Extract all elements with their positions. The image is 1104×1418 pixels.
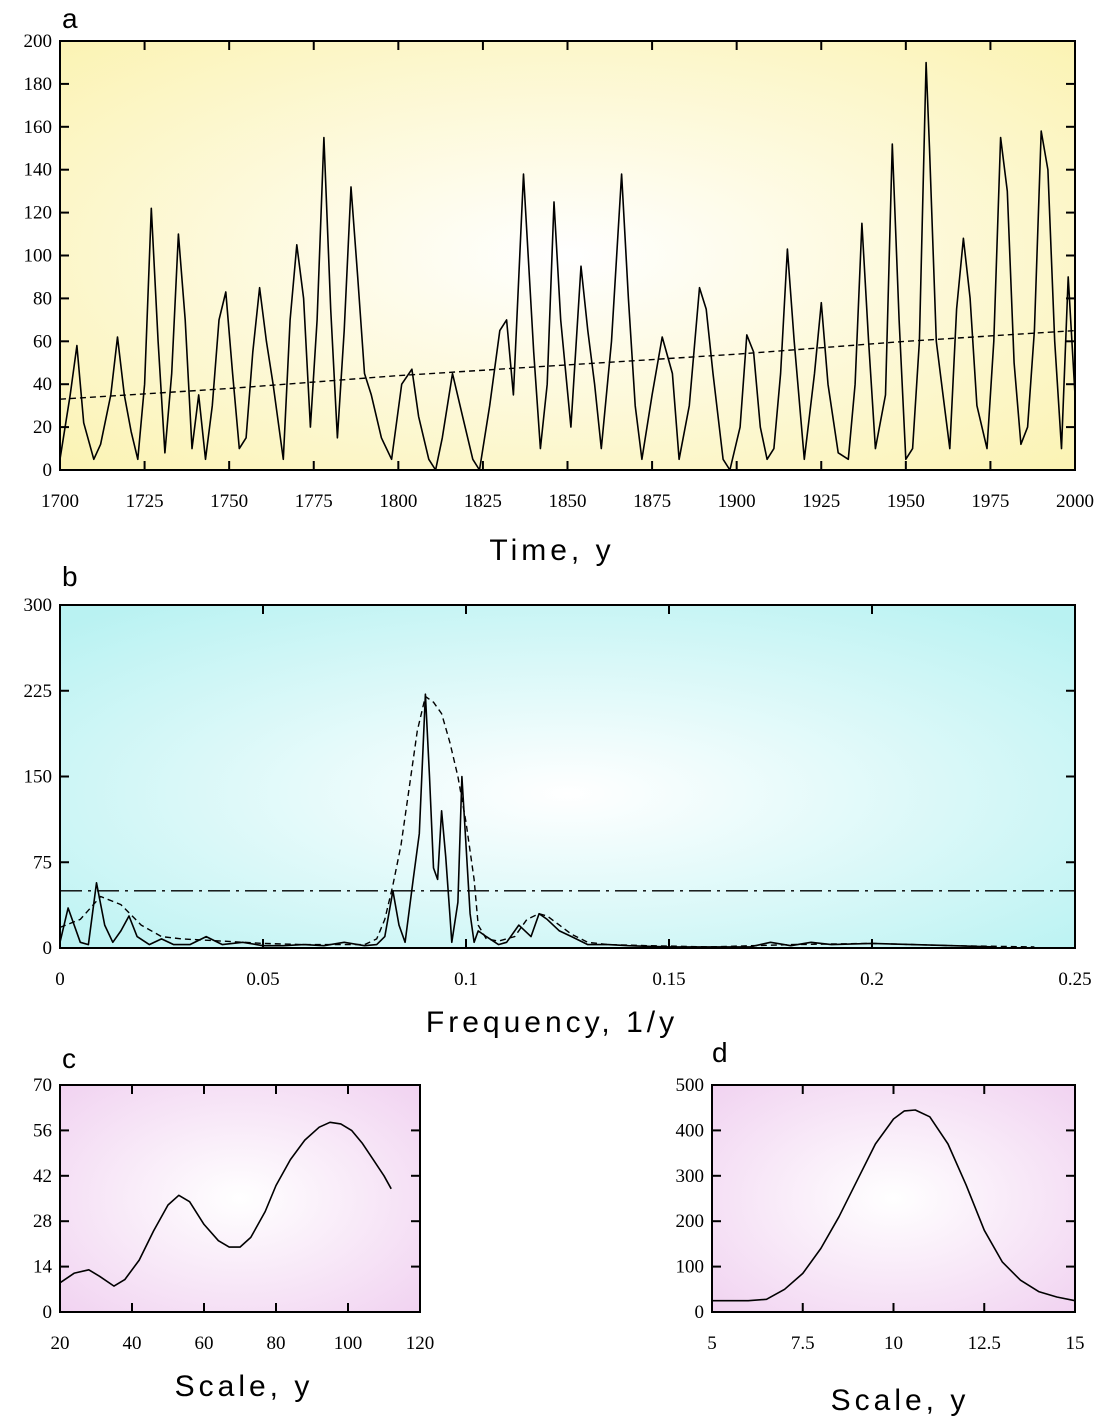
y-tick-label-a-9: 180 (24, 74, 53, 95)
x-tick-label-b-3: 0.15 (652, 969, 685, 990)
y-tick-label-b-0: 0 (43, 938, 53, 959)
y-tick-label-c-5: 70 (33, 1075, 52, 1096)
x-tick-label-b-0: 0 (55, 969, 65, 990)
y-tick-label-c-4: 56 (33, 1120, 52, 1141)
plot-area-b (60, 605, 1075, 948)
y-tick-label-d-2: 200 (676, 1211, 705, 1232)
panel-d: 0 100 200 300 400 500 5 7.5 10 12.5 15 Scale, y d (676, 1037, 1085, 1417)
plot-area-c (60, 1085, 420, 1312)
y-tick-label-b-1: 75 (33, 852, 52, 873)
x-tick-label-d-3: 12.5 (968, 1333, 1001, 1354)
series-line-a-0 (59, 61, 1076, 471)
x-axis-label-b: Frequency, 1/y (426, 1006, 678, 1039)
panel-letter-d: d (712, 1037, 728, 1068)
y-tick-label-a-3: 60 (33, 331, 52, 352)
x-tick-label-a-6: 1850 (549, 491, 587, 512)
x-tick-label-a-9: 1925 (802, 491, 840, 512)
y-tick-label-a-0: 0 (43, 460, 53, 481)
x-tick-label-d-0: 5 (707, 1333, 717, 1354)
x-tick-label-d-2: 10 (884, 1333, 903, 1354)
panel-a: 0 20 40 60 80 100 120 140 160 180 200 1700 1725 1750 1… (24, 3, 1095, 567)
x-tick-label-a-4: 1800 (379, 491, 417, 512)
x-tick-label-c-0: 20 (51, 1333, 70, 1354)
y-tick-label-a-5: 100 (24, 246, 53, 267)
x-tick-label-a-1: 1725 (126, 491, 164, 512)
x-tick-label-d-4: 15 (1066, 1333, 1085, 1354)
y-tick-label-b-2: 150 (24, 767, 53, 788)
x-tick-label-a-8: 1900 (718, 491, 756, 512)
y-tick-label-d-1: 100 (676, 1257, 705, 1278)
y-tick-label-d-3: 300 (676, 1166, 705, 1187)
y-tick-label-c-1: 14 (33, 1257, 53, 1278)
x-axis-label-c: Scale, y (175, 1370, 314, 1403)
y-tick-label-a-6: 120 (24, 203, 53, 224)
y-tick-label-d-4: 400 (676, 1120, 705, 1141)
x-tick-label-a-11: 1975 (971, 491, 1009, 512)
x-tick-label-c-4: 100 (334, 1333, 363, 1354)
panel-letter-b: b (62, 561, 78, 592)
y-tick-label-a-4: 80 (33, 288, 52, 309)
panel-c: 0 14 28 42 56 70 20 40 60 80 100 120 Scale, y c (33, 1043, 434, 1403)
x-tick-label-b-2: 0.1 (454, 969, 478, 990)
series-line-d-0 (712, 1109, 1076, 1302)
panel-b: 0 75 150 225 300 0 0.05 0.1 0.15 0.2 0.25 Frequency… (24, 561, 1092, 1039)
y-tick-label-d-5: 500 (676, 1075, 705, 1096)
x-tick-label-a-12: 2000 (1056, 491, 1094, 512)
x-tick-label-a-2: 1750 (210, 491, 248, 512)
panel-letter-a: a (62, 3, 78, 34)
series-line-b-1 (59, 695, 1035, 948)
y-tick-label-c-0: 0 (43, 1302, 53, 1323)
y-tick-label-a-10: 200 (24, 31, 53, 52)
x-tick-label-a-10: 1950 (887, 491, 925, 512)
x-tick-label-a-3: 1775 (295, 491, 333, 512)
y-tick-label-b-3: 225 (24, 681, 53, 702)
x-tick-label-a-7: 1875 (633, 491, 671, 512)
x-tick-label-a-0: 1700 (41, 491, 79, 512)
x-axis-label-a: Time, y (489, 534, 614, 567)
series-line-c-0 (59, 1121, 392, 1287)
x-tick-label-c-1: 40 (123, 1333, 142, 1354)
y-tick-label-a-1: 20 (33, 417, 52, 438)
y-tick-label-b-4: 300 (24, 595, 53, 616)
x-axis-label-d: Scale, y (831, 1384, 970, 1417)
x-tick-label-b-4: 0.2 (860, 969, 884, 990)
y-tick-label-a-7: 140 (24, 160, 53, 181)
x-tick-label-d-1: 7.5 (791, 1333, 815, 1354)
y-tick-label-d-0: 0 (695, 1302, 705, 1323)
x-tick-label-b-5: 0.25 (1058, 969, 1091, 990)
plot-frame-c (59, 1084, 421, 1313)
y-tick-label-a-2: 40 (33, 374, 52, 395)
x-tick-label-c-3: 80 (267, 1333, 286, 1354)
y-tick-label-c-2: 28 (33, 1211, 52, 1232)
x-tick-label-c-2: 60 (195, 1333, 214, 1354)
x-tick-label-b-1: 0.05 (246, 969, 279, 990)
x-tick-label-c-5: 120 (406, 1333, 435, 1354)
y-tick-label-a-8: 160 (24, 117, 53, 138)
series-line-b-0 (59, 693, 994, 948)
panel-letter-c: c (62, 1043, 76, 1074)
y-tick-label-c-3: 42 (33, 1166, 52, 1187)
x-tick-label-a-5: 1825 (464, 491, 502, 512)
